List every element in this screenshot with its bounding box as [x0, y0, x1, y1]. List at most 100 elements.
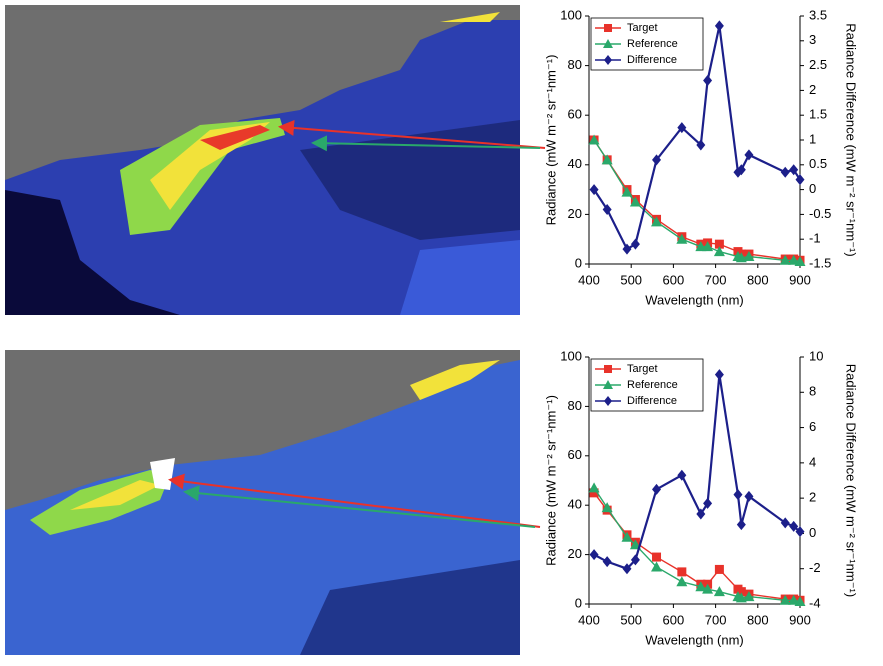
chart: 400 500 600 700 800 900020406080100-1.5-1-0.5…	[543, 7, 858, 307]
y2-tick-label: 0	[809, 525, 816, 540]
marker-diamond	[696, 508, 706, 520]
legend-marker	[604, 365, 612, 373]
y2-axis-label: Radiance Difference (mW m⁻² sr⁻¹nm⁻¹)	[844, 23, 859, 256]
marker-triangle	[601, 154, 613, 165]
satellite-image-bottom	[5, 350, 541, 655]
y2-tick-label: -4	[809, 595, 821, 610]
legend-marker	[604, 24, 612, 32]
x-tick-label: 600	[663, 612, 685, 627]
marker-triangle	[794, 596, 806, 607]
marker-diamond	[703, 74, 713, 86]
legend-label: Reference	[627, 379, 678, 391]
marker-triangle	[788, 594, 800, 605]
marker-triangle	[794, 256, 806, 267]
legend-label: Target	[627, 363, 658, 375]
x-tick-label: 700	[705, 272, 727, 287]
marker-triangle	[676, 576, 688, 587]
chart: 400 500 600 700 800 900 0 20 40 60 80 100 -4 -2 0 2 4 6 8 1…	[543, 348, 858, 647]
marker-diamond	[696, 139, 706, 151]
y2-tick-label: 6	[809, 419, 816, 434]
y-tick-label: 60	[568, 447, 582, 462]
marker-square	[714, 564, 724, 574]
marker-triangle	[713, 586, 725, 597]
x-tick-label: 700	[705, 612, 727, 627]
marker-triangle	[713, 246, 725, 257]
legend-marker	[603, 39, 613, 48]
x-tick-label: 900	[789, 612, 811, 627]
marker-triangle	[779, 594, 791, 605]
marker-triangle	[588, 134, 600, 145]
marker-square	[677, 567, 687, 577]
marker-diamond	[780, 517, 790, 529]
marker-triangle	[779, 254, 791, 265]
y2-tick-label: 4	[809, 454, 816, 469]
marker-square	[652, 552, 662, 562]
y-tick-label: 40	[568, 156, 582, 171]
y-tick-label: 20	[568, 206, 582, 221]
marker-triangle	[629, 196, 641, 207]
marker-triangle	[676, 233, 688, 244]
y2-tick-label: 3.5	[809, 7, 827, 22]
marker-diamond	[652, 483, 662, 495]
marker-diamond	[630, 238, 640, 250]
marker-triangle	[621, 186, 633, 197]
y-tick-label: 0	[575, 255, 582, 270]
x-tick-label: 900	[789, 272, 811, 287]
marker-diamond	[789, 164, 799, 176]
marker-square	[589, 488, 599, 498]
y-axis-label: Radiance (mW m⁻² sr⁻¹nm⁻¹)	[543, 55, 558, 226]
marker-triangle	[621, 531, 633, 542]
marker-triangle	[695, 581, 707, 592]
marker-triangle	[629, 539, 641, 550]
marker-diamond	[602, 556, 612, 568]
y2-axis-label: Radiance Difference (mW m⁻² sr⁻¹nm⁻¹)	[844, 364, 859, 597]
marker-diamond	[744, 149, 754, 161]
marker-diamond	[714, 20, 724, 32]
marker-diamond	[677, 469, 687, 481]
y2-tick-label: 2	[809, 82, 816, 97]
y2-tick-label: -2	[809, 560, 821, 575]
marker-diamond	[622, 563, 632, 575]
marker-diamond	[795, 174, 805, 186]
y2-tick-label: 2.5	[809, 57, 827, 72]
y2-tick-label: 0.5	[809, 156, 827, 171]
marker-diamond	[622, 243, 632, 255]
y-tick-label: 0	[575, 595, 582, 610]
legend-marker	[603, 380, 613, 389]
legend-label: Difference	[627, 395, 677, 407]
y2-tick-label: -1	[809, 231, 821, 246]
x-tick-label: 400	[578, 272, 600, 287]
x-tick-label: 600	[663, 272, 685, 287]
marker-diamond	[736, 164, 746, 176]
marker-square	[736, 587, 746, 597]
y-axis-label: Radiance (mW m⁻² sr⁻¹nm⁻¹)	[543, 395, 558, 566]
y-tick-label: 20	[568, 546, 582, 561]
marker-diamond	[602, 203, 612, 215]
marker-diamond	[780, 166, 790, 178]
marker-diamond	[630, 554, 640, 566]
marker-triangle	[601, 502, 613, 513]
y-tick-label: 60	[568, 107, 582, 122]
marker-triangle	[743, 591, 755, 602]
x-axis-label: Wavelength (nm)	[645, 292, 744, 307]
y2-tick-label: 1	[809, 131, 816, 146]
legend-label: Difference	[627, 54, 677, 66]
y2-tick-label: 10	[809, 348, 823, 363]
y2-tick-label: -1.5	[809, 255, 831, 270]
marker-diamond	[736, 519, 746, 531]
y-tick-label: 100	[560, 348, 582, 363]
marker-diamond	[589, 549, 599, 561]
marker-triangle	[735, 252, 747, 263]
marker-triangle	[735, 592, 747, 603]
marker-diamond	[652, 154, 662, 166]
x-tick-label: 800	[747, 272, 769, 287]
y2-tick-label: 2	[809, 490, 816, 505]
legend-label: Reference	[627, 38, 678, 50]
marker-triangle	[588, 482, 600, 493]
y2-tick-label: 3	[809, 32, 816, 47]
y2-tick-label: 0	[809, 181, 816, 196]
legend-marker	[604, 396, 612, 406]
x-tick-label: 400	[578, 612, 600, 627]
marker-triangle	[702, 241, 714, 252]
